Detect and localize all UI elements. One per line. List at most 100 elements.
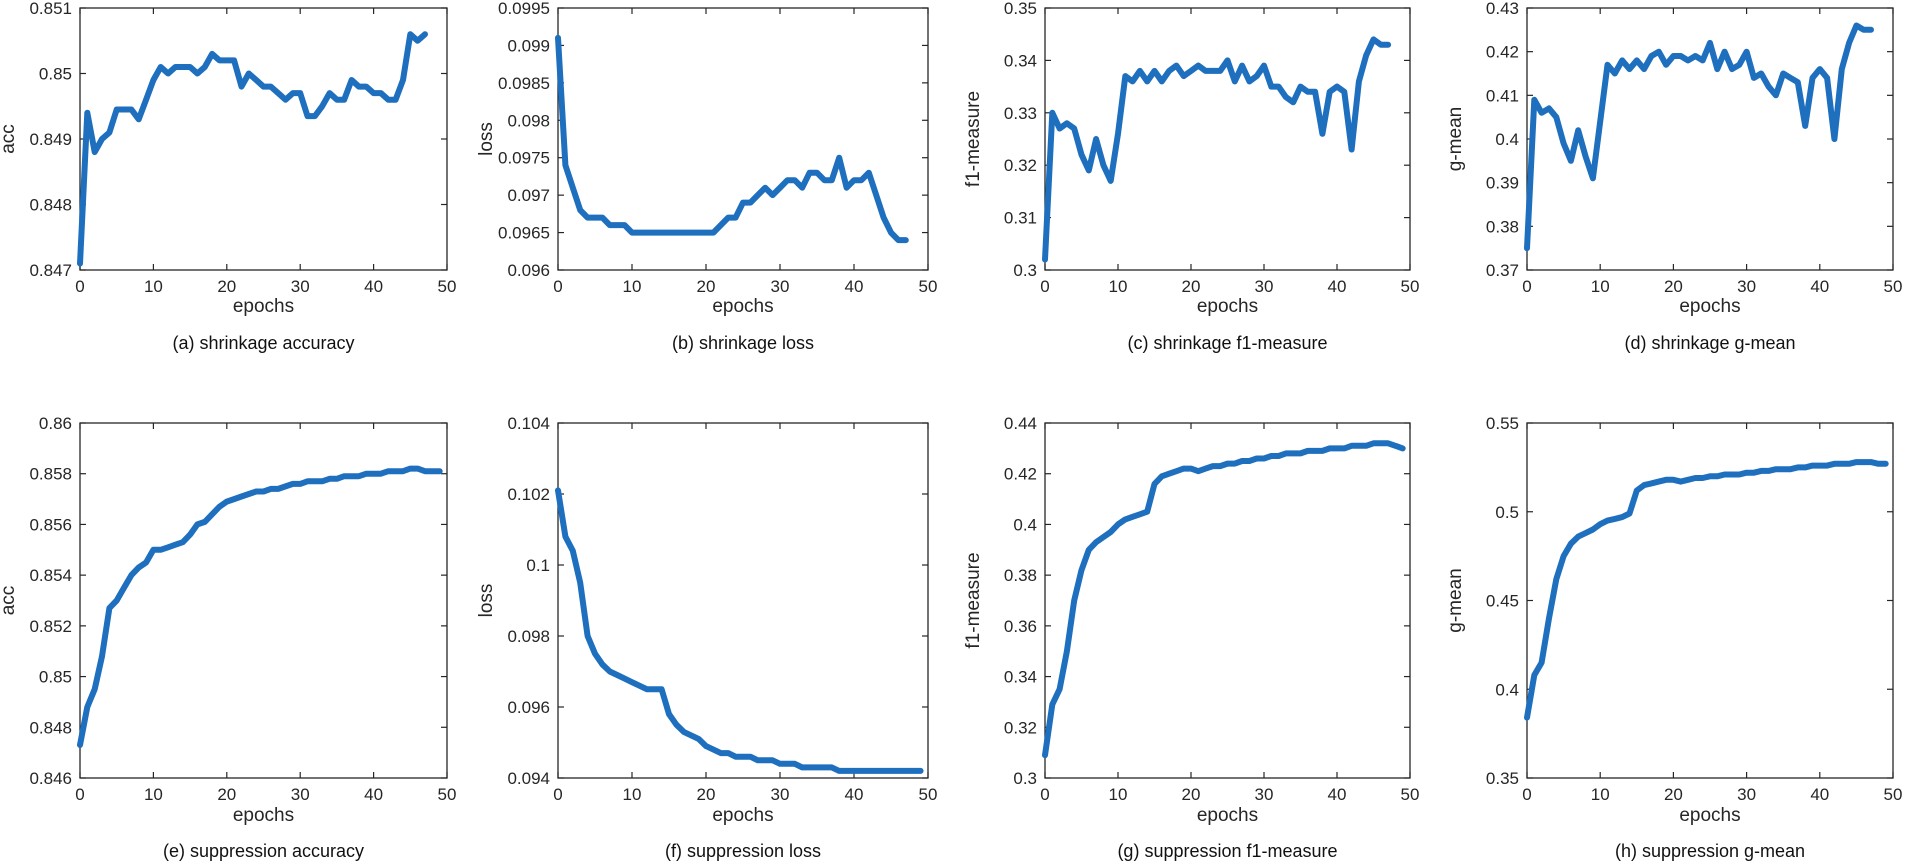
x-axis-label: epochs xyxy=(233,296,294,317)
x-tick-label: 10 xyxy=(623,785,642,804)
x-tick-label: 30 xyxy=(1737,785,1756,804)
y-tick-label: 0.851 xyxy=(29,0,72,18)
x-tick-label: 40 xyxy=(1328,277,1347,296)
y-tick-label: 0.848 xyxy=(29,718,72,737)
x-tick-label: 30 xyxy=(1255,277,1274,296)
x-tick-label: 40 xyxy=(1328,785,1347,804)
panel-caption: (g) suppression f1-measure xyxy=(1117,841,1337,861)
panel-caption: (d) shrinkage g-mean xyxy=(1624,333,1795,353)
y-tick-label: 0.099 xyxy=(507,36,550,55)
y-tick-label: 0.096 xyxy=(507,261,550,280)
y-tick-label: 0.85 xyxy=(39,668,72,687)
x-tick-label: 20 xyxy=(217,277,236,296)
plot-frame xyxy=(557,7,929,271)
y-tick-label: 0.86 xyxy=(39,414,72,433)
y-tick-label: 0.44 xyxy=(1004,414,1037,433)
y-tick-label: 0.41 xyxy=(1486,86,1519,105)
x-tick-label: 10 xyxy=(144,785,163,804)
chart-panel-2: 0 10 20 30 40 50 0.3 0.31 0.32 0.33 0.34 0.35 epochs… xyxy=(963,0,1419,353)
x-tick-label: 20 xyxy=(217,785,236,804)
chart-panel-6: 0 10 20 30 40 50 0.3 0.32 0.34 0.36 0.38 0.4 0.42 0.4… xyxy=(963,414,1419,861)
x-axis-label: epochs xyxy=(1679,805,1740,826)
x-tick-label: 20 xyxy=(697,277,716,296)
series-line xyxy=(555,34,909,244)
y-tick-label: 0.5 xyxy=(1495,503,1519,522)
x-tick-label: 30 xyxy=(771,277,790,296)
x-tick-label: 50 xyxy=(1884,785,1903,804)
y-tick-label: 0.39 xyxy=(1486,174,1519,193)
x-tick-label: 0 xyxy=(1522,277,1531,296)
y-axis-label: loss xyxy=(476,122,497,156)
x-tick-label: 0 xyxy=(1040,785,1049,804)
y-tick-label: 0.848 xyxy=(29,196,72,215)
y-tick-label: 0.45 xyxy=(1486,592,1519,611)
x-axis-label: epochs xyxy=(712,805,773,826)
x-tick-label: 0 xyxy=(553,277,562,296)
y-axis-label: acc xyxy=(0,586,19,616)
x-tick-label: 50 xyxy=(438,785,457,804)
y-tick-label: 0.4 xyxy=(1495,130,1519,149)
plot-frame xyxy=(79,422,448,779)
y-tick-label: 0.0985 xyxy=(498,74,550,93)
x-tick-label: 20 xyxy=(1182,785,1201,804)
series-line xyxy=(555,487,924,774)
y-tick-label: 0.852 xyxy=(29,617,72,636)
y-tick-label: 0.096 xyxy=(507,698,550,717)
panel-caption: (h) suppression g-mean xyxy=(1615,841,1805,861)
y-tick-label: 0.35 xyxy=(1004,0,1037,18)
x-tick-label: 30 xyxy=(771,785,790,804)
y-tick-label: 0.37 xyxy=(1486,261,1519,280)
y-tick-label: 0.42 xyxy=(1486,43,1519,62)
y-axis-label: loss xyxy=(476,584,497,618)
y-tick-label: 0.098 xyxy=(507,111,550,130)
x-tick-label: 0 xyxy=(553,785,562,804)
plot-frame xyxy=(1044,422,1411,779)
y-tick-label: 0.094 xyxy=(507,769,550,788)
y-axis-label: g-mean xyxy=(1445,107,1466,171)
y-tick-label: 0.43 xyxy=(1486,0,1519,18)
x-tick-label: 0 xyxy=(1040,277,1049,296)
y-tick-label: 0.102 xyxy=(507,485,550,504)
x-tick-label: 0 xyxy=(75,785,84,804)
x-tick-label: 50 xyxy=(919,277,938,296)
x-tick-label: 20 xyxy=(1664,785,1683,804)
x-tick-label: 50 xyxy=(919,785,938,804)
y-axis-label: f1-measure xyxy=(963,91,984,187)
y-tick-label: 0.0975 xyxy=(498,149,550,168)
x-tick-label: 10 xyxy=(623,277,642,296)
chart-panel-0: 0 10 20 30 40 50 0.847 0.848 0.849 0.85 0.851 epoch… xyxy=(0,0,456,353)
plot-frame xyxy=(79,7,448,271)
chart-panel-7: 0 10 20 30 40 50 0.35 0.4 0.45 0.5 0.55 epochs g-mea… xyxy=(1445,414,1902,861)
panel-caption: (c) shrinkage f1-measure xyxy=(1127,333,1327,353)
y-tick-label: 0.847 xyxy=(29,261,72,280)
x-axis-label: epochs xyxy=(1197,296,1258,317)
y-tick-label: 0.3 xyxy=(1013,261,1037,280)
y-tick-label: 0.856 xyxy=(29,515,72,534)
x-tick-label: 10 xyxy=(1591,785,1610,804)
x-tick-label: 40 xyxy=(845,785,864,804)
y-tick-label: 0.097 xyxy=(507,186,550,205)
y-tick-label: 0.38 xyxy=(1486,217,1519,236)
panel-caption: (e) suppression accuracy xyxy=(163,841,364,861)
x-tick-label: 20 xyxy=(1664,277,1683,296)
y-tick-label: 0.42 xyxy=(1004,465,1037,484)
chart-panel-4: 0 10 20 30 40 50 0.846 0.848 0.85 0.852 0.854 0.856… xyxy=(0,414,456,861)
x-tick-label: 10 xyxy=(144,277,163,296)
panel-caption: (b) shrinkage loss xyxy=(672,333,814,353)
y-tick-label: 0.55 xyxy=(1486,414,1519,433)
x-axis-label: epochs xyxy=(1679,296,1740,317)
x-tick-label: 30 xyxy=(1737,277,1756,296)
x-tick-label: 40 xyxy=(364,785,383,804)
series-line xyxy=(1042,440,1406,759)
x-axis-label: epochs xyxy=(1197,805,1258,826)
chart-panel-3: 0 10 20 30 40 50 0.37 0.38 0.39 0.4 0.41 0.42 0.43 ep… xyxy=(1445,0,1902,353)
x-tick-label: 0 xyxy=(1522,785,1531,804)
y-tick-label: 0.32 xyxy=(1004,156,1037,175)
x-tick-label: 50 xyxy=(1884,277,1903,296)
series-line xyxy=(1042,36,1392,263)
plot-frame xyxy=(557,422,929,779)
y-tick-label: 0.35 xyxy=(1486,769,1519,788)
plot-frame xyxy=(1044,7,1411,271)
x-tick-label: 30 xyxy=(1255,785,1274,804)
